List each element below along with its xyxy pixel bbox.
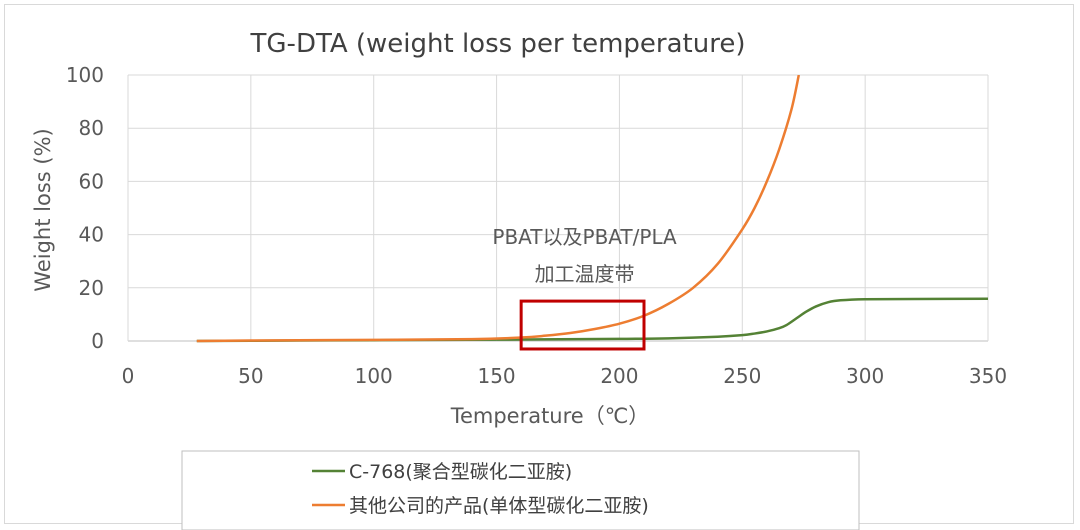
x-tick-label-150: 150 xyxy=(477,364,515,388)
y-tick-label-80: 80 xyxy=(79,116,104,140)
y-tick-label-20: 20 xyxy=(79,276,104,300)
grid xyxy=(127,74,989,342)
x-tick-label-100: 100 xyxy=(355,364,393,388)
series-line-c768 xyxy=(196,297,988,343)
x-tick-label-250: 250 xyxy=(723,364,761,388)
y-tick-label-100: 100 xyxy=(66,63,104,87)
legend-label-other: 其他公司的产品(单体型碳化二亚胺) xyxy=(349,495,649,517)
x-tick-label-50: 50 xyxy=(238,364,263,388)
x-tick-label-350: 350 xyxy=(969,364,1007,388)
x-tick-label-300: 300 xyxy=(846,364,884,388)
chart-title: TG-DTA (weight loss per temperature) xyxy=(250,29,746,59)
legend-box xyxy=(181,450,860,530)
legend: C-768(聚合型碳化二亚胺) 其他公司的产品(单体型碳化二亚胺) xyxy=(181,450,860,530)
y-tick-label-60: 60 xyxy=(79,169,104,193)
annotation-text-line-1: PBAT以及PBAT/PLA xyxy=(492,225,677,249)
legend-label-c768: C-768(聚合型碳化二亚胺) xyxy=(349,461,572,483)
annotation-text-line-2: 加工温度带 xyxy=(535,262,635,286)
series-line-other xyxy=(196,75,801,343)
x-tick-label-200: 200 xyxy=(600,364,638,388)
processing-temperature-box xyxy=(519,299,646,351)
y-tick-label-40: 40 xyxy=(79,223,104,247)
annotation-layer: PBAT以及PBAT/PLA 加工温度带 xyxy=(492,225,677,351)
x-axis-label: Temperature（℃） xyxy=(450,404,650,428)
series-layer xyxy=(196,75,988,343)
x-tick-label-0: 0 xyxy=(122,364,135,388)
y-tick-label-0: 0 xyxy=(91,329,104,353)
y-axis-label: Weight loss (%) xyxy=(31,128,55,291)
tick-layer: 0 20 40 60 80 100 0 50 100 150 200 250 300 350 xyxy=(66,63,1007,388)
